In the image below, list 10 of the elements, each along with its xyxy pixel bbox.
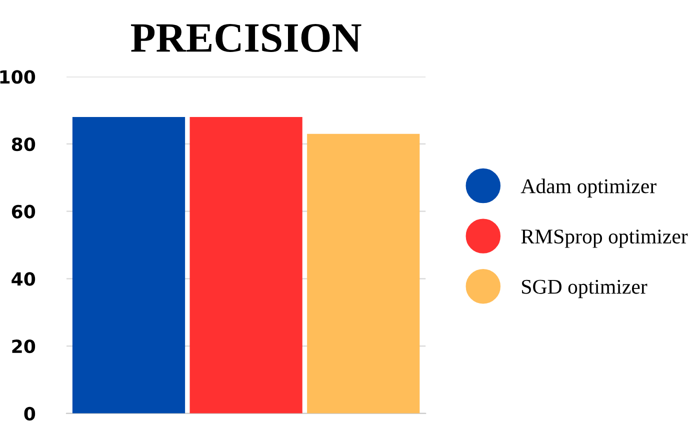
legend-label: SGD optimizer — [522, 280, 648, 298]
y-tick-label: 40 — [12, 272, 36, 286]
y-tick-label: 20 — [12, 340, 36, 354]
y-tick-label: 0 — [24, 406, 36, 421]
y-tick-label: 60 — [12, 204, 36, 218]
legend-label: Adam optimizer — [520, 178, 656, 198]
y-tick-label: 80 — [12, 137, 36, 152]
y-tick-label: 100 — [0, 70, 36, 84]
legend-label: RMSprop optimizer — [521, 230, 688, 248]
chart-title: PRECISION — [130, 24, 362, 52]
